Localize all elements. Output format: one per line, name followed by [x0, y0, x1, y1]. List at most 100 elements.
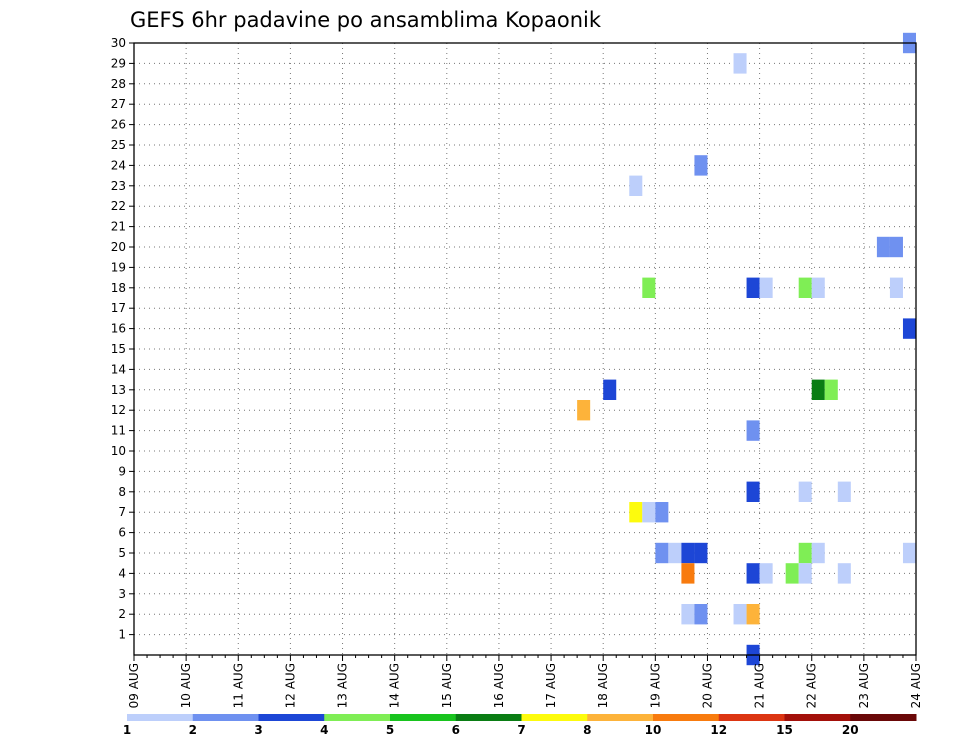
legend-swatch	[850, 714, 917, 721]
legend-swatch	[521, 714, 588, 721]
y-tick-label: 11	[111, 424, 126, 438]
heatmap-cell	[733, 604, 747, 625]
y-tick-label: 28	[111, 77, 126, 91]
heatmap-cell	[681, 563, 695, 584]
heatmap-cell	[629, 175, 643, 196]
heatmap-cell	[746, 420, 760, 441]
y-tick-label: 9	[118, 464, 126, 478]
legend-swatch	[390, 714, 457, 721]
x-tick-label: 15 AUG	[440, 663, 454, 708]
heatmap-cell	[824, 379, 838, 400]
y-tick-label: 3	[118, 587, 126, 601]
legend-label: 20	[842, 723, 859, 737]
x-tick-label: 12 AUG	[283, 663, 297, 708]
y-tick-label: 6	[118, 526, 126, 540]
heatmap-cell	[642, 277, 656, 298]
heatmap-cell	[655, 502, 669, 523]
heatmap-cell	[694, 604, 708, 625]
y-tick-label: 12	[111, 403, 126, 417]
y-tick-label: 15	[111, 342, 126, 356]
y-tick-label: 22	[111, 199, 126, 213]
heatmap-cell	[759, 277, 773, 298]
y-tick-label: 27	[111, 97, 126, 111]
x-tick-label: 09 AUG	[127, 663, 141, 708]
heatmap-cell	[681, 604, 695, 625]
color-legend: 1 2 3 4 5 6 7 8 10 12 15 20	[123, 714, 917, 737]
legend-swatch	[587, 714, 654, 721]
x-tick-label: 18 AUG	[596, 663, 610, 708]
legend-label: 8	[583, 723, 591, 737]
heatmap-cell	[811, 379, 825, 400]
y-tick-label: 17	[111, 301, 126, 315]
heatmap-cell	[746, 277, 760, 298]
heatmap-cell	[876, 236, 890, 258]
legend-label: 6	[452, 723, 460, 737]
heatmap-cell	[759, 563, 773, 584]
heatmap-cell	[577, 400, 591, 421]
heatmap-cell	[798, 563, 812, 584]
y-tick-label: 25	[111, 138, 126, 152]
heatmap-cell	[655, 542, 669, 564]
heatmap-cell	[681, 542, 695, 564]
heatmap-cell	[694, 155, 708, 176]
legend-label: 5	[386, 723, 394, 737]
x-tick-label: 16 AUG	[492, 663, 506, 708]
legend-label: 7	[517, 723, 525, 737]
y-tick-label: 14	[111, 362, 126, 376]
x-tick-label: 23 AUG	[857, 663, 871, 708]
x-axis: 09 AUG 10 AUG 11 AUG 12 AUG 13 AUG 14 AUG 15 A…	[127, 655, 923, 708]
y-tick-label: 19	[111, 260, 126, 274]
heatmap-cell	[668, 542, 682, 564]
heatmap-cell	[902, 318, 916, 339]
y-tick-label: 29	[111, 56, 126, 70]
x-tick-label: 24 AUG	[909, 663, 923, 708]
x-tick-label: 11 AUG	[231, 663, 245, 708]
heatmap-cell	[811, 277, 825, 298]
y-tick-label: 5	[118, 546, 126, 560]
y-tick-label: 26	[111, 118, 126, 132]
heatmap-cell	[733, 53, 747, 74]
y-tick-label: 23	[111, 179, 126, 193]
y-axis: 1234567891011121314151617181920212223242…	[111, 36, 134, 642]
heatmap-cell	[837, 481, 851, 502]
heatmap-cells	[577, 32, 916, 666]
y-tick-label: 21	[111, 220, 126, 234]
y-tick-label: 2	[118, 607, 126, 621]
x-tick-label: 17 AUG	[544, 663, 558, 708]
x-tick-label: 19 AUG	[648, 663, 662, 708]
x-tick-label: 10 AUG	[179, 663, 193, 708]
heatmap-cell	[746, 563, 760, 584]
legend-label: 15	[776, 723, 793, 737]
legend-label: 10	[645, 723, 662, 737]
y-tick-label: 18	[111, 281, 126, 295]
heatmap-cell	[746, 481, 760, 502]
heatmap-cell	[603, 379, 617, 400]
heatmap-cell	[798, 277, 812, 298]
x-tick-label: 20 AUG	[700, 663, 714, 708]
y-tick-label: 20	[111, 240, 126, 254]
heatmap-cell	[902, 542, 916, 564]
chart-title: GEFS 6hr padavine po ansamblima Kopaonik	[130, 8, 602, 32]
heatmap-cell	[798, 542, 812, 564]
legend-label: 4	[320, 723, 328, 737]
legend-swatch	[324, 714, 391, 721]
legend-swatch	[455, 714, 522, 721]
y-tick-label: 4	[118, 566, 126, 580]
x-tick-label: 14 AUG	[388, 663, 402, 708]
heatmap-cell	[798, 481, 812, 502]
legend-label: 1	[123, 723, 131, 737]
y-tick-label: 30	[111, 36, 126, 50]
y-tick-label: 1	[118, 628, 126, 642]
heatmap-cell	[629, 502, 643, 523]
legend-swatch	[784, 714, 851, 721]
heatmap-cell	[889, 236, 903, 258]
heatmap-cell	[642, 502, 656, 523]
legend-swatch	[258, 714, 325, 721]
y-tick-label: 7	[118, 505, 126, 519]
x-tick-label: 21 AUG	[753, 663, 767, 708]
heatmap-cell	[746, 604, 760, 625]
legend-swatch	[718, 714, 785, 721]
grid	[134, 42, 916, 655]
legend-swatch	[192, 714, 259, 721]
